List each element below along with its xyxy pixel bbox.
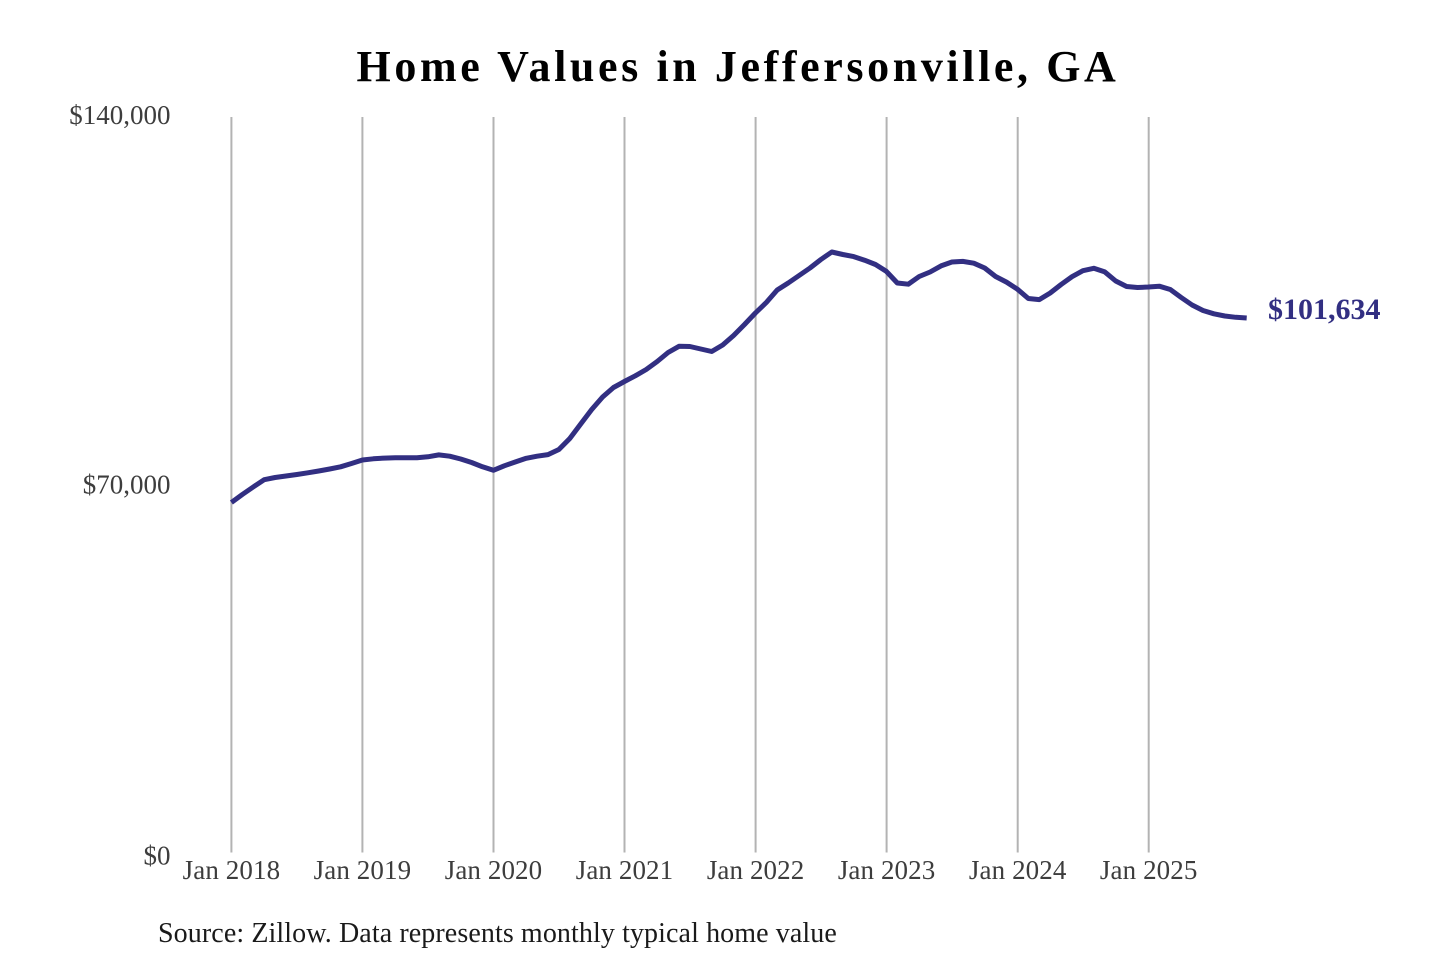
svg-text:$0: $0 bbox=[144, 841, 171, 871]
svg-text:Jan 2018: Jan 2018 bbox=[183, 855, 281, 885]
svg-text:Jan 2020: Jan 2020 bbox=[445, 855, 543, 885]
svg-text:Jan 2022: Jan 2022 bbox=[707, 855, 805, 885]
svg-text:$140,000: $140,000 bbox=[69, 100, 170, 130]
svg-text:Home Values in Jeffersonville,: Home Values in Jeffersonville, GA bbox=[357, 42, 1120, 91]
svg-text:Jan 2024: Jan 2024 bbox=[969, 855, 1067, 885]
svg-text:$70,000: $70,000 bbox=[83, 470, 171, 500]
svg-text:Source: Zillow. Data represent: Source: Zillow. Data represents monthly … bbox=[158, 918, 837, 949]
svg-text:Jan 2023: Jan 2023 bbox=[838, 855, 936, 885]
svg-text:$101,634: $101,634 bbox=[1268, 293, 1381, 326]
svg-text:Jan 2019: Jan 2019 bbox=[314, 855, 412, 885]
svg-text:Jan 2021: Jan 2021 bbox=[576, 855, 674, 885]
svg-text:Jan 2025: Jan 2025 bbox=[1100, 855, 1198, 885]
